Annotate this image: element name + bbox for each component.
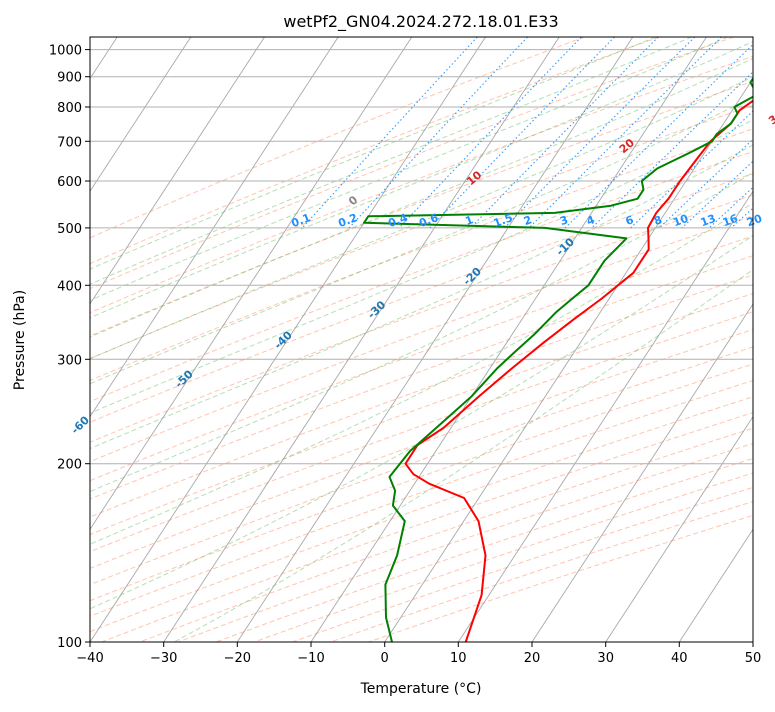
x-tick-label: −40 <box>76 651 103 666</box>
y-tick-label: 900 <box>57 71 82 86</box>
x-tick-label: 30 <box>597 651 614 666</box>
x-tick-label: 40 <box>671 651 688 666</box>
x-tick-label: −30 <box>150 651 177 666</box>
y-tick-label: 400 <box>57 279 82 294</box>
y-tick-label: 700 <box>57 135 82 150</box>
x-tick-label: 10 <box>450 651 467 666</box>
y-tick-label: 800 <box>57 101 82 116</box>
x-tick-label: −20 <box>224 651 251 666</box>
x-tick-label: 0 <box>381 651 389 666</box>
y-tick-label: 200 <box>57 458 82 473</box>
x-tick-label: −10 <box>297 651 324 666</box>
x-tick-label: 50 <box>745 651 762 666</box>
y-tick-label: 100 <box>57 636 82 651</box>
y-tick-label: 300 <box>57 353 82 368</box>
chart-title: wetPf2_GN04.2024.272.18.01.E33 <box>283 12 558 32</box>
y-axis-label: Pressure (hPa) <box>12 290 28 390</box>
x-axis-label: Temperature (°C) <box>360 681 482 697</box>
y-tick-label: 500 <box>57 222 82 237</box>
y-tick-label: 600 <box>57 175 82 190</box>
x-tick-label: 20 <box>524 651 541 666</box>
y-tick-label: 1000 <box>49 44 82 59</box>
